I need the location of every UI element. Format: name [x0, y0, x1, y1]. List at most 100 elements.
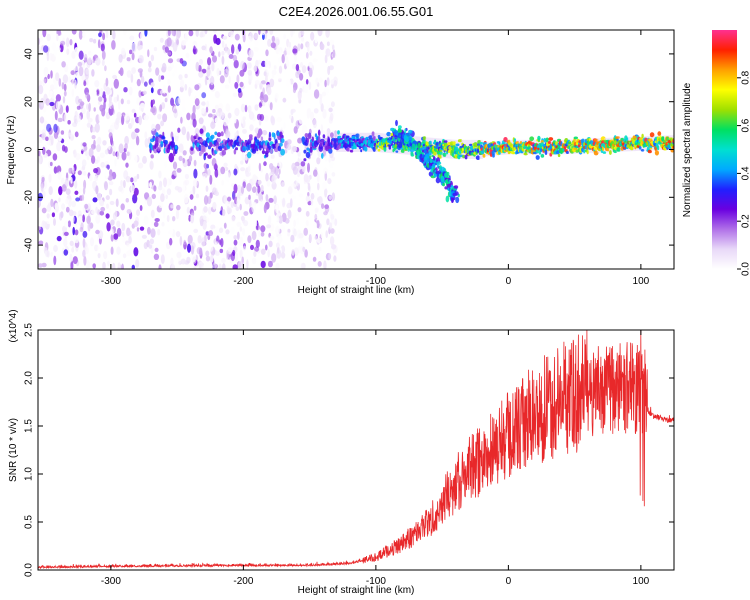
spectrogram-cell — [305, 195, 311, 202]
spectrogram-cell — [83, 179, 87, 190]
spectrogram-cell — [52, 153, 58, 161]
spectrogram-cell — [184, 179, 190, 186]
spectrogram-cell — [135, 259, 140, 268]
spectrogram-cell — [293, 228, 297, 237]
spectrogram-cell — [124, 143, 128, 150]
spectrogram-cell — [53, 244, 58, 253]
spectrogram-cell — [190, 147, 194, 151]
spectrogram-cell — [333, 138, 337, 144]
spectrogram-cell — [118, 70, 122, 75]
spectrogram-cell — [70, 176, 73, 184]
spectrogram-cell — [237, 88, 242, 93]
spectrogram-cell — [281, 182, 285, 187]
spectrogram-cell — [99, 104, 105, 112]
spectrogram-cell — [71, 247, 75, 253]
spectrogram-cell — [269, 235, 275, 240]
spectrogram-cell — [99, 210, 105, 216]
spectrogram-cell — [91, 126, 97, 133]
spectrogram-cell — [135, 135, 140, 146]
spectrogram-cell — [224, 84, 230, 89]
x-tick-label: -300 — [101, 276, 121, 287]
spectrogram-cell — [222, 209, 226, 217]
spectrogram-cell — [221, 40, 225, 48]
spectrogram-cell — [153, 185, 157, 192]
spectrogram-cell — [60, 40, 66, 46]
spectrogram-cell — [74, 236, 79, 244]
spectrogram-cell — [254, 104, 259, 111]
spectrogram-cell — [85, 68, 90, 75]
spectrogram-cell — [82, 142, 87, 147]
spectrogram-cell — [38, 247, 41, 255]
spectrogram-cell — [322, 108, 327, 119]
spectrogram-cell — [183, 239, 186, 246]
spectrogram-cell — [333, 255, 337, 262]
spectrogram-cell — [207, 234, 211, 241]
spectrogram-cell — [316, 157, 321, 165]
spectrogram-cell — [292, 48, 298, 54]
spectrogram-cell — [303, 158, 307, 162]
spectrogram-cell — [131, 108, 136, 114]
spectrogram-cell — [149, 238, 155, 245]
spectrogram-cell — [302, 246, 306, 253]
spectrogram-cell — [241, 151, 245, 162]
spectrogram-cell — [77, 170, 82, 176]
spectrogram-cell — [243, 220, 249, 227]
spectrogram-cell — [273, 216, 278, 222]
spectrogram-cell — [185, 214, 189, 220]
spectrogram-cell — [116, 220, 121, 228]
spectrogram-cell — [291, 63, 297, 70]
spectrogram-cell — [404, 128, 407, 134]
spectrogram-cell — [79, 226, 84, 233]
spectrogram-cell — [265, 74, 268, 84]
spectrogram-cell — [108, 207, 112, 214]
spectrogram-cell — [227, 112, 232, 119]
colorbar-tick-label: 0.6 — [741, 118, 750, 132]
spectrogram-cell — [330, 228, 335, 234]
spectrogram-cell — [69, 240, 74, 246]
spectrogram-cell — [186, 131, 190, 142]
spectrogram-cell — [274, 166, 279, 176]
spectrogram-cell — [143, 81, 148, 87]
spectrogram-cell — [192, 256, 197, 264]
spectrogram-cell — [383, 146, 387, 152]
spectrogram-cell — [330, 79, 335, 85]
spectrogram-cell — [322, 66, 327, 71]
spectrogram-cell — [330, 132, 334, 139]
spectrogram-cell — [123, 87, 128, 93]
spectrogram-cell — [205, 255, 211, 262]
spectrogram-cell — [307, 200, 312, 206]
spectrogram-cell — [279, 238, 282, 244]
spectrogram-cell — [225, 200, 229, 207]
spectrogram-cell — [545, 137, 549, 143]
spectrogram-cell — [184, 83, 188, 91]
spectrogram-cell — [58, 197, 61, 203]
x-tick-label: 0 — [506, 276, 512, 287]
spectrogram-cell — [188, 30, 194, 37]
spectrogram-cell — [95, 229, 100, 235]
spectrogram-cell — [179, 86, 184, 93]
spectrogram-cell — [513, 138, 517, 143]
spectrogram-cell — [239, 249, 243, 259]
spectrogram-cell — [205, 250, 210, 257]
spectrogram-cell — [87, 57, 92, 65]
spectrogram-cell — [111, 228, 114, 236]
spectrogram-cell — [325, 30, 330, 38]
spectrogram-cell — [130, 184, 135, 194]
spectrogram-cell — [76, 114, 82, 123]
spectrogram-cell — [42, 30, 47, 38]
spectrogram-cell — [182, 157, 185, 164]
spectrogram-cell — [397, 128, 402, 132]
spectrogram-cell — [560, 139, 562, 155]
spectrogram-cell — [38, 150, 41, 157]
spectrogram-cell — [234, 107, 240, 117]
spectrogram-cell — [110, 246, 114, 255]
spectrogram-cell — [142, 155, 147, 164]
spectrogram-cell — [258, 205, 262, 213]
spectrogram-cell — [233, 149, 237, 155]
spectrogram-cell — [247, 105, 252, 114]
spectrogram-cell — [444, 186, 448, 190]
spectrogram-cell — [134, 128, 140, 134]
spectrogram-cell — [519, 141, 523, 145]
spectrogram-cell — [140, 75, 145, 84]
spectrogram-cell — [201, 45, 206, 51]
